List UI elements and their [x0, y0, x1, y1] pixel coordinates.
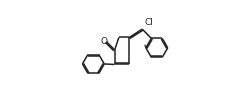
Text: Cl: Cl: [144, 18, 153, 27]
Text: O: O: [101, 37, 108, 46]
